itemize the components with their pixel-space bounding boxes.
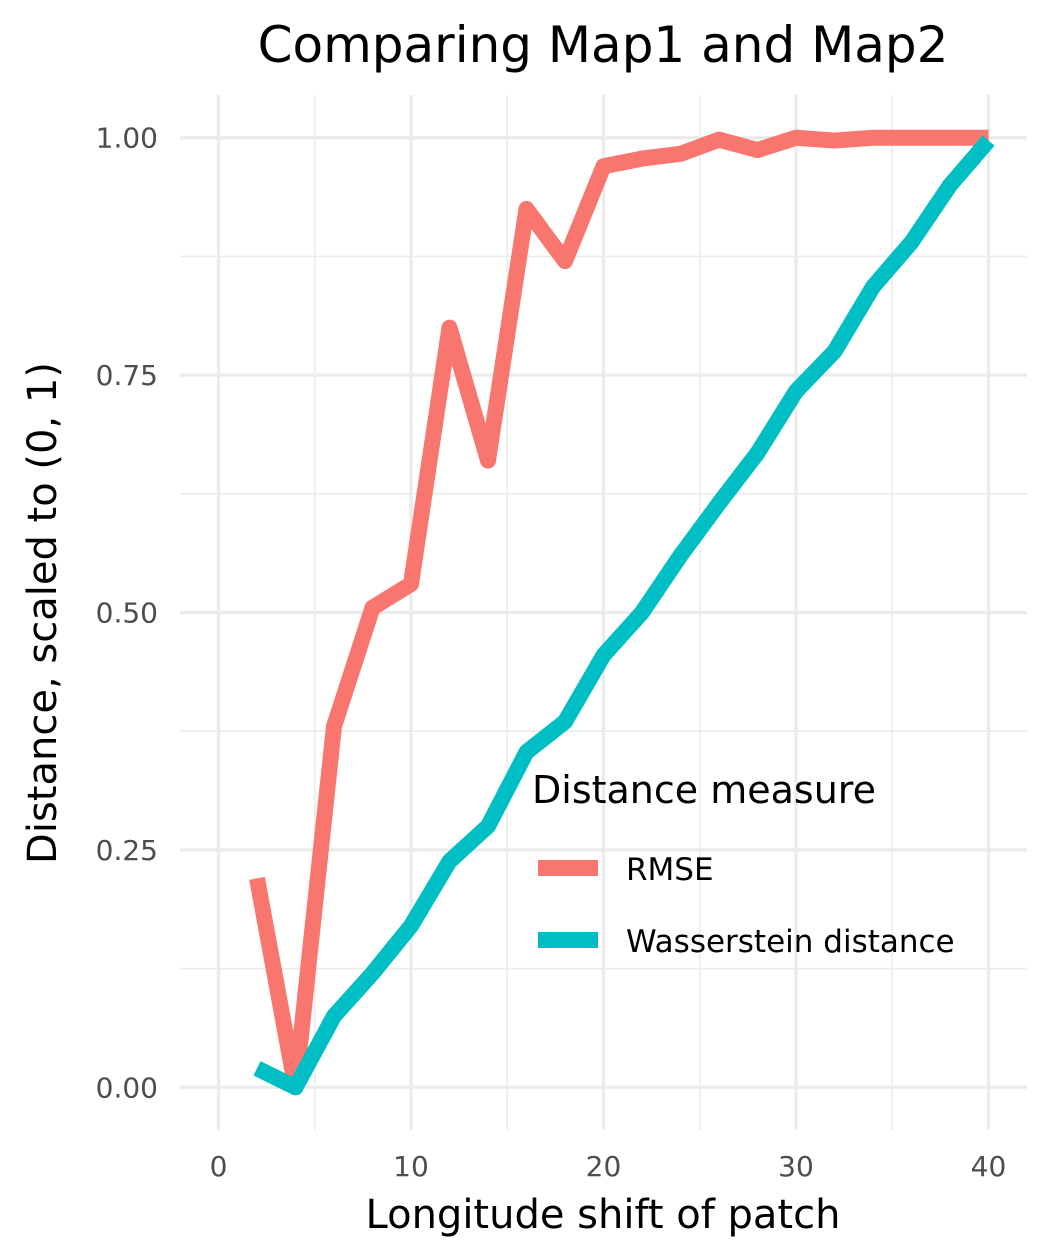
legend-label-rmse: RMSE (626, 852, 714, 888)
legend-title: Distance measure (532, 768, 876, 812)
x-tick-label: 30 (778, 1150, 814, 1183)
y-axis-title: Distance, scaled to (0, 1) (20, 362, 66, 864)
legend: Distance measure RMSE Wasserstein distan… (532, 768, 955, 960)
x-tick-label: 0 (210, 1150, 228, 1183)
series-line-rmse (249, 129, 989, 1096)
series-line-wasserstein (253, 135, 995, 1096)
grid (180, 95, 1027, 1130)
tick-labels: 0 10 20 30 40 0.00 0.25 0.50 0.75 1.00 (96, 122, 1007, 1183)
y-tick-label: 1.00 (96, 122, 158, 155)
x-tick-label: 40 (971, 1150, 1007, 1183)
x-tick-label: 20 (586, 1150, 622, 1183)
legend-label-wasserstein: Wasserstein distance (626, 924, 955, 960)
x-axis-title: Longitude shift of patch (366, 1192, 841, 1238)
y-tick-label: 0.50 (96, 597, 158, 630)
y-tick-label: 0.75 (96, 359, 158, 392)
y-tick-label: 0.25 (96, 834, 158, 867)
series-lines (249, 129, 995, 1096)
y-tick-label: 0.00 (96, 1071, 158, 1104)
chart-title: Comparing Map1 and Map2 (258, 16, 949, 74)
x-tick-label: 10 (393, 1150, 429, 1183)
